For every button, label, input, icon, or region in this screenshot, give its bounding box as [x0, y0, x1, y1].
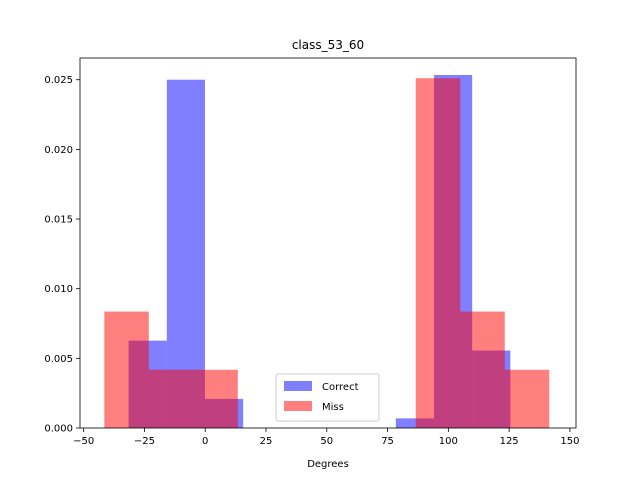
y-tick-label: 0.020 [44, 145, 73, 156]
legend-label-correct: Correct [322, 382, 359, 393]
plot-frame [79, 57, 577, 429]
miss-bar-7 [415, 78, 461, 428]
legend: Correct Miss [275, 373, 380, 422]
x-tick-label: −50 [73, 436, 94, 447]
miss-bar-1 [148, 369, 194, 428]
y-tick-label: 0.025 [44, 75, 73, 86]
miss-bar-0 [104, 311, 149, 428]
y-axis: 0.000 0.005 0.010 0.015 0.020 0.025 [44, 75, 80, 435]
chart-title: class_53_60 [292, 38, 364, 52]
legend-swatch-miss [284, 401, 312, 411]
miss-bar-2 [193, 369, 238, 428]
x-tick-label: 0 [202, 436, 208, 447]
correct-bar-7 [395, 418, 435, 428]
x-axis: −50 −25 0 25 50 75 100 125 150 [73, 428, 579, 447]
x-tick-label: 125 [500, 436, 519, 447]
legend-swatch-correct [284, 381, 312, 391]
y-tick-label: 0.005 [44, 354, 73, 365]
x-tick-label: 100 [439, 436, 458, 447]
x-tick-label: 25 [260, 436, 273, 447]
x-tick-label: 150 [560, 436, 579, 447]
miss-bar-8 [460, 311, 505, 428]
y-tick-label: 0.000 [44, 424, 73, 435]
x-tick-label: 50 [320, 436, 333, 447]
x-axis-label: Degrees [307, 459, 349, 470]
legend-label-miss: Miss [322, 402, 344, 413]
x-tick-label: −25 [134, 436, 155, 447]
y-tick-label: 0.010 [44, 284, 73, 295]
miss-bar-9 [504, 369, 550, 428]
x-tick-label: 75 [381, 436, 394, 447]
y-tick-label: 0.015 [44, 215, 73, 226]
bars-group [104, 74, 550, 428]
